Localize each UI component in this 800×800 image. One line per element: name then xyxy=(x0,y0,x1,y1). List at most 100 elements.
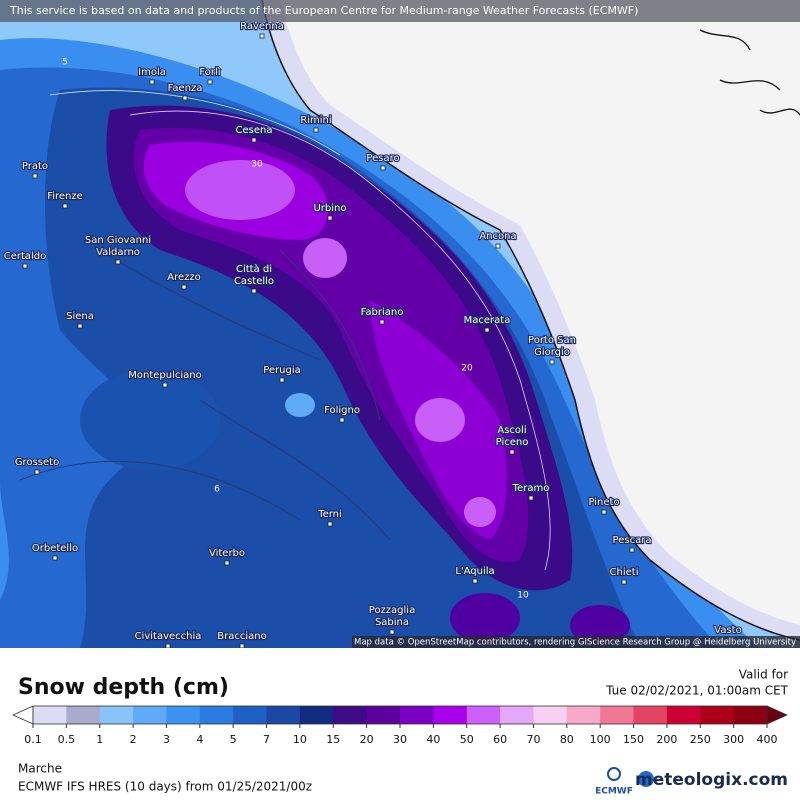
colorbar-swatch xyxy=(366,706,401,724)
colorbar-tick-label: 30 xyxy=(393,733,407,746)
contour-label: 10 xyxy=(517,591,529,601)
city-dot xyxy=(162,382,168,388)
colorbar-swatch xyxy=(733,706,768,724)
city-label: Bracciano xyxy=(217,631,266,642)
city-dot xyxy=(621,579,627,585)
colorbar-swatch xyxy=(166,706,201,724)
footer: Snow depth (cm) Valid for Tue 02/02/2021… xyxy=(12,668,789,797)
city-label: Chieti xyxy=(610,567,639,578)
colorbar-swatch xyxy=(299,706,334,724)
city-label: Ravenna xyxy=(240,21,284,32)
field xyxy=(570,605,630,645)
colorbar-tick-label: 150 xyxy=(623,733,644,746)
sea xyxy=(280,0,800,625)
city-dot xyxy=(77,323,83,329)
colorbar-tick-label: 60 xyxy=(493,733,507,746)
colorbar-swatch xyxy=(133,706,167,724)
city-label: San Giovanni xyxy=(85,235,151,246)
city-label: Certaldo xyxy=(4,251,47,262)
city-dot xyxy=(251,137,257,143)
ecmwf-icon xyxy=(607,767,621,781)
colorbar-over xyxy=(766,705,788,725)
colorbar-swatch xyxy=(266,706,301,724)
model-run: ECMWF IFS HRES (10 days) from 01/25/2021… xyxy=(18,780,312,794)
city-dot xyxy=(165,643,171,648)
brand: meteologix.com xyxy=(635,770,788,790)
colorbar-tick-label: 15 xyxy=(326,733,340,746)
city-dot xyxy=(380,165,386,171)
city-label: Teramo xyxy=(512,483,550,494)
city-label: Cesena xyxy=(236,125,273,136)
colorbar-tick-label: 50 xyxy=(460,733,474,746)
city-label: Civitavecchia xyxy=(135,631,202,642)
brand-icon xyxy=(638,771,654,787)
colorbar-tick-label: 7 xyxy=(263,733,270,746)
city-label: Firenze xyxy=(47,191,83,202)
notice-bar xyxy=(0,0,800,22)
city-label: Grosseto xyxy=(15,457,59,468)
city-label: Foligno xyxy=(324,405,360,416)
colorbar-tick-label: 20 xyxy=(360,733,374,746)
city-label: Arezzo xyxy=(167,272,201,283)
colorbar-tick-label: 10 xyxy=(293,733,307,746)
map-credit: Map data © OpenStreetMap contributors, r… xyxy=(354,638,796,648)
colorbar-swatch xyxy=(466,706,501,724)
city-dot xyxy=(313,127,319,133)
valid-time: Tue 02/02/2021, 01:00am CET xyxy=(605,684,789,698)
city-dot xyxy=(32,173,38,179)
city-dot xyxy=(379,319,385,325)
city-dot xyxy=(181,284,187,290)
colorbar-tick-label: 300 xyxy=(723,733,744,746)
colorbar-tick-label: 100 xyxy=(590,733,611,746)
city-dot xyxy=(34,469,40,475)
colorbar-tick-label: 70 xyxy=(526,733,540,746)
city-label: Macerata xyxy=(464,315,511,326)
city-label: Pozzaglia xyxy=(369,605,415,616)
city-label: Valdarno xyxy=(96,247,140,258)
city-label: Forlì xyxy=(199,66,220,78)
city-dot xyxy=(149,79,155,85)
city-label: Urbino xyxy=(313,203,346,214)
colorbar-under xyxy=(12,705,34,725)
city-dot xyxy=(509,449,515,455)
city-label: Perugia xyxy=(263,365,301,376)
field xyxy=(80,370,220,470)
ecmwf-logo: ECMWF xyxy=(595,787,633,797)
colorbar-swatch xyxy=(400,706,434,724)
colorbar-tick-label: 40 xyxy=(426,733,440,746)
colorbar-tick-label: 400 xyxy=(757,733,778,746)
credit-bar xyxy=(352,636,800,648)
colorbar-swatch xyxy=(533,706,568,724)
colorbar-swatch xyxy=(66,706,101,724)
city-label: Piceno xyxy=(496,437,529,448)
city-label: Rimini xyxy=(300,115,331,126)
city-dot xyxy=(327,215,333,221)
city-label: L'Aquila xyxy=(455,566,494,577)
colorbar-swatch xyxy=(199,706,234,724)
region: Marche xyxy=(18,762,62,776)
colorbar-tick-label: 80 xyxy=(560,733,574,746)
city-dot xyxy=(115,259,121,265)
valid-label: Valid for xyxy=(739,668,788,682)
city-label: Porto San xyxy=(528,335,576,346)
colorbar-tick-label: 200 xyxy=(656,733,677,746)
city-dot xyxy=(601,509,607,515)
city-label: Pescara xyxy=(613,535,652,546)
colorbar-tick-label: 5 xyxy=(230,733,237,746)
city-dot xyxy=(182,95,188,101)
contour xyxy=(129,110,551,571)
contour xyxy=(49,90,341,156)
city-dot xyxy=(62,203,68,209)
city-dot xyxy=(549,359,555,365)
city-label: Sabina xyxy=(375,617,409,628)
city-label: Viterbo xyxy=(209,548,245,559)
city-label: Siena xyxy=(66,311,94,322)
city-label: Prato xyxy=(22,161,48,172)
city-label: Città di xyxy=(236,263,272,275)
coastline xyxy=(261,0,800,641)
city-label: Ascoli xyxy=(497,425,526,436)
city-label: Orbetello xyxy=(32,543,78,554)
city-label: Pineto xyxy=(588,497,619,508)
colorbar-tick-label: 1 xyxy=(96,733,103,746)
city-label: Giorgio xyxy=(534,347,570,358)
